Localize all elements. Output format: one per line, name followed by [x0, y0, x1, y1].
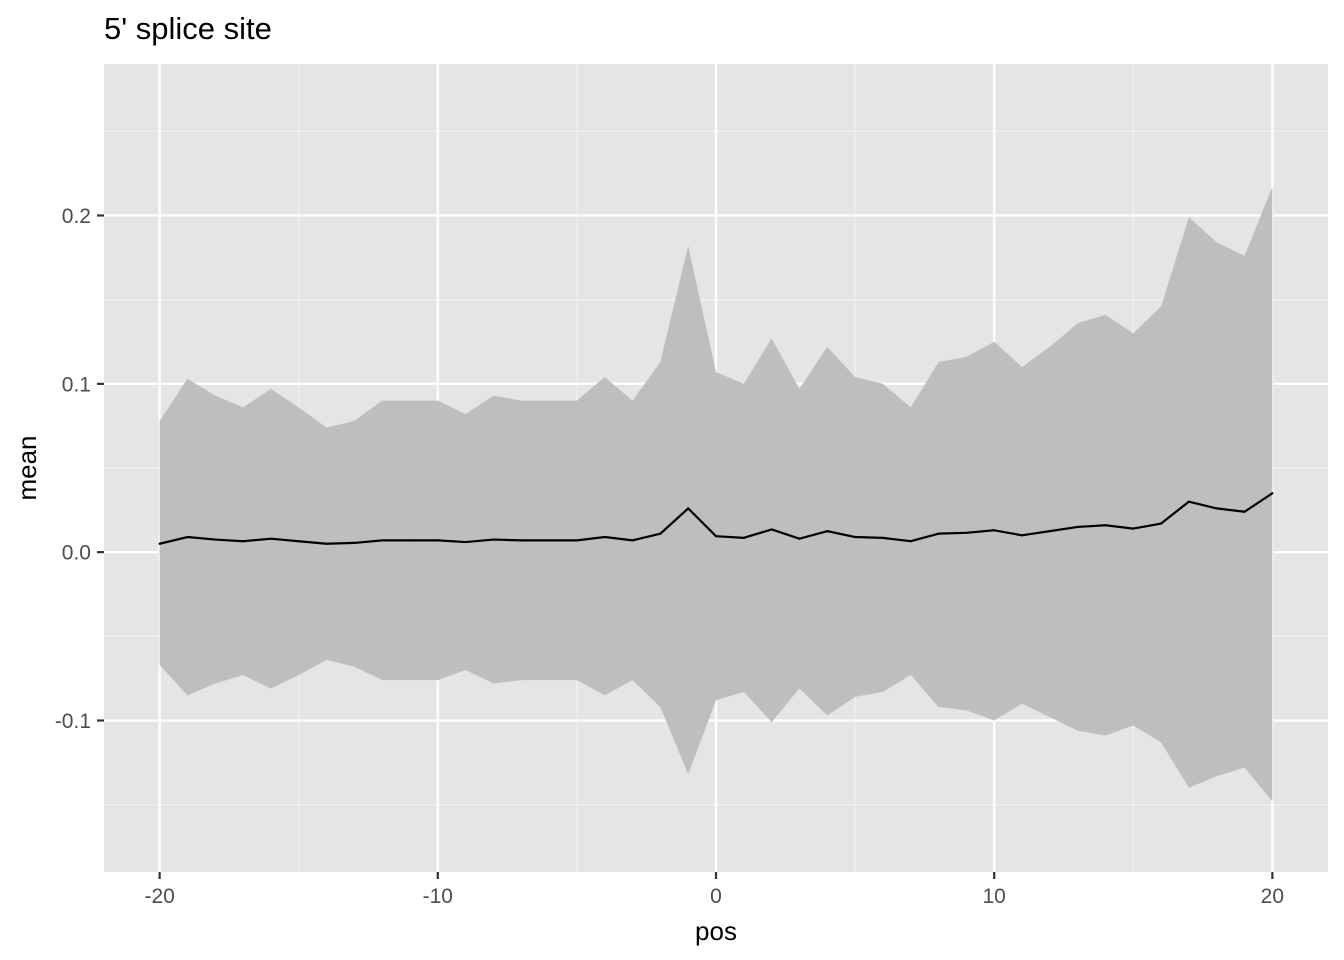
data-point: [214, 538, 217, 541]
data-point: [464, 540, 467, 544]
x-axis-title: pos: [695, 916, 737, 946]
y-axis-title: mean: [12, 435, 42, 500]
chart-title: 5' splice site: [104, 11, 272, 46]
data-point: [909, 540, 912, 543]
data-point: [742, 536, 745, 539]
data-point: [687, 507, 690, 510]
data-point: [1271, 492, 1274, 495]
data-points: [158, 492, 1274, 545]
x-tick-label: 10: [983, 885, 1006, 908]
y-tick-label: 0.0: [62, 542, 91, 565]
y-tick-label: -0.1: [55, 710, 91, 733]
data-point: [381, 539, 384, 542]
x-tick-label: 0: [710, 885, 722, 908]
data-point: [881, 536, 885, 539]
data-point: [158, 542, 161, 545]
data-point: [1104, 524, 1107, 527]
data-point: [520, 539, 523, 542]
data-point: [853, 535, 857, 539]
data-point: [1048, 530, 1051, 533]
data-point: [659, 532, 662, 535]
data-point: [408, 539, 412, 542]
data-point: [993, 529, 996, 532]
data-point: [492, 538, 495, 541]
x-axis: -20 -10 0 10 20: [144, 872, 1284, 908]
data-point: [575, 539, 579, 542]
x-tick-label: -10: [423, 885, 453, 908]
data-point: [770, 528, 773, 531]
data-point: [1159, 522, 1163, 525]
data-point: [325, 542, 328, 545]
data-point: [269, 537, 273, 540]
data-point: [965, 531, 968, 534]
y-tick-label: 0.1: [62, 373, 91, 396]
data-point: [1076, 525, 1079, 529]
data-point: [1243, 510, 1246, 513]
data-point: [1132, 527, 1135, 530]
data-point: [937, 532, 940, 535]
y-axis: -0.1 0.0 0.1 0.2: [55, 205, 104, 733]
x-tick-label: -20: [144, 885, 174, 908]
data-point: [826, 530, 829, 533]
data-point: [603, 535, 606, 539]
data-point: [436, 539, 439, 542]
data-point: [1187, 500, 1191, 503]
data-point: [547, 539, 551, 542]
data-point: [297, 540, 300, 543]
y-tick-label: 0.2: [62, 205, 91, 228]
data-point: [1215, 507, 1218, 510]
data-point: [714, 535, 718, 538]
data-point: [353, 541, 356, 545]
data-point: [1020, 534, 1024, 537]
data-point: [241, 540, 245, 543]
data-point: [186, 535, 189, 539]
x-tick-label: 20: [1261, 885, 1284, 908]
data-point: [631, 539, 634, 542]
data-point: [798, 537, 801, 540]
confidence-ribbon: [159, 186, 1273, 802]
